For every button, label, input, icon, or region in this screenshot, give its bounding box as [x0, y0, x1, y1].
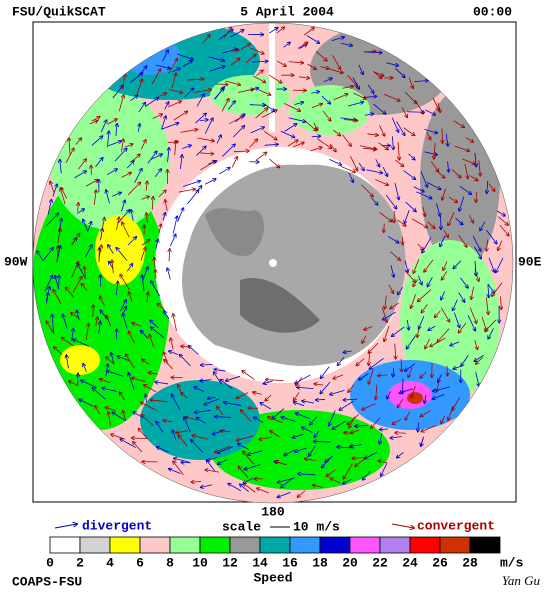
colorbar-tick-label: 0 — [46, 555, 54, 570]
label-90w: 90W — [4, 254, 28, 269]
colorbar-swatch — [140, 537, 170, 553]
colorbar-swatch — [200, 537, 230, 553]
map — [30, 20, 513, 503]
wind-arrow — [316, 399, 325, 400]
colorbar-swatch — [170, 537, 200, 553]
legend-divergent: divergent — [82, 518, 152, 533]
wind-arrow — [215, 84, 227, 85]
colorbar-tick-label: 26 — [432, 555, 448, 570]
legend-scale-value: 10 m/s — [293, 519, 340, 534]
colorbar-swatch — [350, 537, 380, 553]
colorbar-tick-label: 12 — [222, 555, 238, 570]
colorbar-tick-label: 6 — [136, 555, 144, 570]
colorbar-swatch — [290, 537, 320, 553]
colorbar-tick-label: 4 — [106, 555, 114, 570]
colorbar-swatch — [320, 537, 350, 553]
colorbar-swatch — [110, 537, 140, 553]
colorbar-swatch — [440, 537, 470, 553]
colorbar-tick-label: 22 — [372, 555, 388, 570]
label-90e: 90E — [518, 254, 542, 269]
label-180: 180 — [261, 504, 285, 519]
header-center: 5 April 2004 — [240, 4, 334, 19]
colorbar-tick-label: 20 — [342, 555, 358, 570]
colorbar-swatch — [410, 537, 440, 553]
colorbar-swatch — [80, 537, 110, 553]
colorbar-swatch — [260, 537, 290, 553]
colorbar-tick-label: 14 — [252, 555, 268, 570]
header-right: 00:00 — [473, 4, 512, 19]
colorbar-swatch — [230, 537, 260, 553]
wind-arrow — [155, 270, 156, 279]
colorbar-tick-label: 28 — [462, 555, 478, 570]
legend-scale: scale — [222, 519, 261, 534]
colorbar-tick-label: 8 — [166, 555, 174, 570]
colorbar-swatch — [50, 537, 80, 553]
wind-arrow — [59, 275, 60, 289]
colorbar-swatch — [470, 537, 500, 553]
footer-right: Yan Gu — [502, 573, 541, 588]
colorbar-tick-label: 10 — [192, 555, 208, 570]
colorbar-swatch — [380, 537, 410, 553]
colorbar-tick-label: 2 — [76, 555, 84, 570]
convergent-arrow — [392, 524, 414, 528]
legend-convergent: convergent — [417, 518, 495, 533]
colorbar-tick-label: 24 — [402, 555, 418, 570]
footer-left: COAPS-FSU — [12, 574, 82, 589]
colorbar-unit: m/s — [500, 555, 524, 570]
colorbar-tick-label: 18 — [312, 555, 328, 570]
header-left: FSU/QuikSCAT — [12, 4, 106, 19]
pole — [269, 259, 277, 267]
colorbar-title: Speed — [253, 570, 292, 585]
wind-arrow — [407, 112, 424, 113]
wind-arrow — [447, 366, 448, 376]
colorbar-tick-label: 16 — [282, 555, 298, 570]
divergent-arrow — [55, 524, 77, 528]
